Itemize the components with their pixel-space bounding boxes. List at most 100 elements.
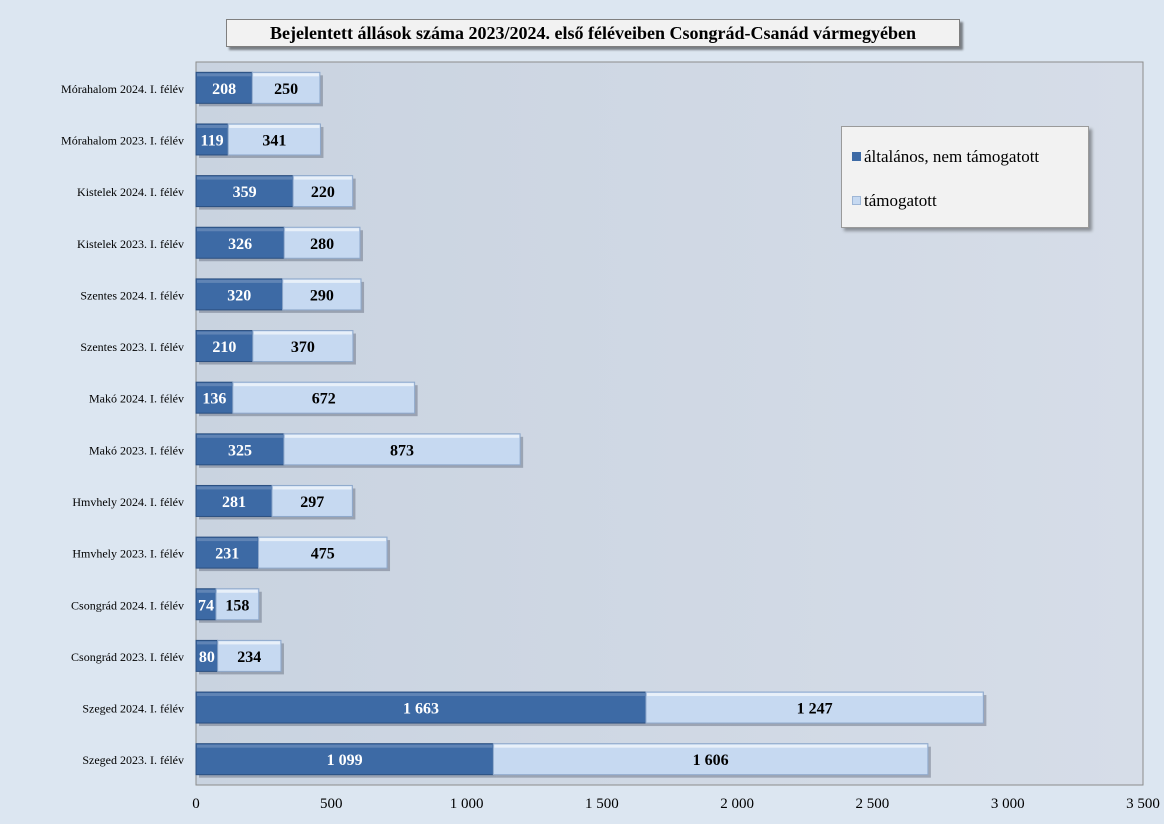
data-label-supported: 1 247: [797, 701, 833, 718]
bar-highlight: [197, 124, 228, 128]
bar-general: [195, 226, 285, 259]
bar-highlight: [197, 279, 282, 283]
bar-supported: [282, 278, 362, 311]
data-label-supported: 234: [237, 649, 261, 666]
x-tick-label: 500: [320, 796, 343, 812]
data-label-supported: 297: [300, 494, 324, 511]
x-tick-label: 3 000: [991, 796, 1025, 812]
bar-supported: [227, 123, 321, 156]
y-category-label: Mórahalom 2024. I. félév: [61, 82, 184, 96]
x-tick-label: 2 000: [720, 796, 754, 812]
bar-highlight: [197, 744, 493, 748]
bar-general: [195, 743, 494, 776]
legend-label-supported: támogatott: [864, 191, 937, 210]
bar-supported: [292, 175, 354, 208]
bar-highlight: [197, 383, 232, 387]
data-label-general: 1 663: [403, 701, 439, 718]
bar-highlight: [233, 383, 414, 387]
bar-highlight: [494, 744, 927, 748]
bar-highlight: [253, 331, 352, 335]
data-label-general: 326: [228, 236, 252, 253]
bar-supported: [232, 381, 416, 414]
y-category-label: Csongrád 2023. I. félév: [71, 650, 184, 664]
bar-supported: [645, 691, 984, 724]
bar-general: [195, 484, 273, 517]
legend-item-general: általános, nem támogatott: [852, 146, 1039, 168]
bar-highlight: [197, 693, 645, 697]
data-label-supported: 873: [390, 442, 414, 459]
bar-supported: [217, 639, 282, 672]
bar-highlight: [197, 589, 216, 593]
bar-highlight: [197, 538, 258, 542]
x-tick-label: 0: [192, 796, 200, 812]
y-category-label: Szeged 2023. I. félév: [82, 753, 184, 767]
data-label-general: 208: [212, 81, 236, 98]
bar-supported: [271, 484, 353, 517]
bar-highlight: [259, 538, 387, 542]
bar-general: [195, 330, 254, 363]
bar-highlight: [197, 176, 293, 180]
bar-highlight: [197, 434, 283, 438]
bar-supported: [252, 330, 354, 363]
y-category-label: Szeged 2024. I. félév: [82, 702, 184, 716]
x-tick-label: 3 500: [1126, 796, 1160, 812]
x-tick-label: 2 500: [856, 796, 890, 812]
bar-highlight: [284, 434, 520, 438]
bar-general: [195, 381, 234, 414]
bar-general: [195, 175, 294, 208]
data-label-general: 74: [198, 597, 214, 614]
x-tick-label: 1 500: [585, 796, 619, 812]
bar-highlight: [253, 73, 319, 77]
data-label-supported: 672: [312, 391, 336, 408]
bar-general: [195, 691, 647, 724]
y-category-label: Csongrád 2024. I. félév: [71, 598, 184, 612]
data-label-supported: 158: [225, 597, 249, 614]
legend-swatch-general: [852, 152, 861, 161]
bar-highlight: [273, 486, 352, 490]
bar-highlight: [218, 641, 280, 645]
data-label-general: 210: [212, 339, 236, 356]
bar-supported: [283, 433, 521, 466]
y-category-label: Kistelek 2024. I. félév: [77, 185, 184, 199]
legend-swatch-supported: [852, 196, 861, 205]
bar-highlight: [197, 641, 217, 645]
bar-supported: [251, 71, 321, 104]
y-category-label: Szentes 2023. I. félév: [80, 340, 184, 354]
data-label-supported: 341: [262, 132, 286, 149]
data-label-general: 80: [199, 649, 215, 666]
data-label-supported: 1 606: [693, 752, 729, 769]
y-category-label: Hmvhely 2023. I. félév: [72, 547, 184, 561]
data-label-supported: 220: [311, 184, 335, 201]
legend-label-general: általános, nem támogatott: [864, 147, 1040, 166]
data-label-general: 1 099: [327, 752, 363, 769]
data-label-general: 119: [201, 132, 224, 149]
data-label-supported: 475: [311, 546, 335, 563]
y-category-label: Szentes 2024. I. félév: [80, 288, 184, 302]
y-category-label: Hmvhely 2024. I. félév: [72, 495, 184, 509]
bar-supported: [215, 588, 260, 621]
bar-highlight: [285, 228, 359, 232]
bar-general: [195, 278, 284, 311]
bar-highlight: [283, 279, 361, 283]
bar-supported: [283, 226, 361, 259]
bar-highlight: [229, 124, 320, 128]
y-category-label: Makó 2024. I. félév: [89, 392, 184, 406]
data-label-general: 231: [215, 546, 239, 563]
bar-highlight: [294, 176, 352, 180]
bar-highlight: [197, 486, 272, 490]
bar-highlight: [217, 589, 258, 593]
bar-supported: [258, 536, 388, 569]
data-label-general: 136: [202, 391, 226, 408]
data-label-supported: 280: [310, 236, 334, 253]
data-label-general: 281: [222, 494, 246, 511]
data-label-supported: 290: [310, 287, 334, 304]
y-category-label: Mórahalom 2023. I. félév: [61, 133, 184, 147]
legend-item-supported: támogatott: [852, 190, 937, 212]
bar-supported: [492, 743, 929, 776]
bar-highlight: [646, 693, 983, 697]
y-category-label: Makó 2023. I. félév: [89, 443, 184, 457]
data-label-supported: 370: [291, 339, 315, 356]
bar-highlight: [197, 228, 284, 232]
data-label-general: 320: [227, 287, 251, 304]
